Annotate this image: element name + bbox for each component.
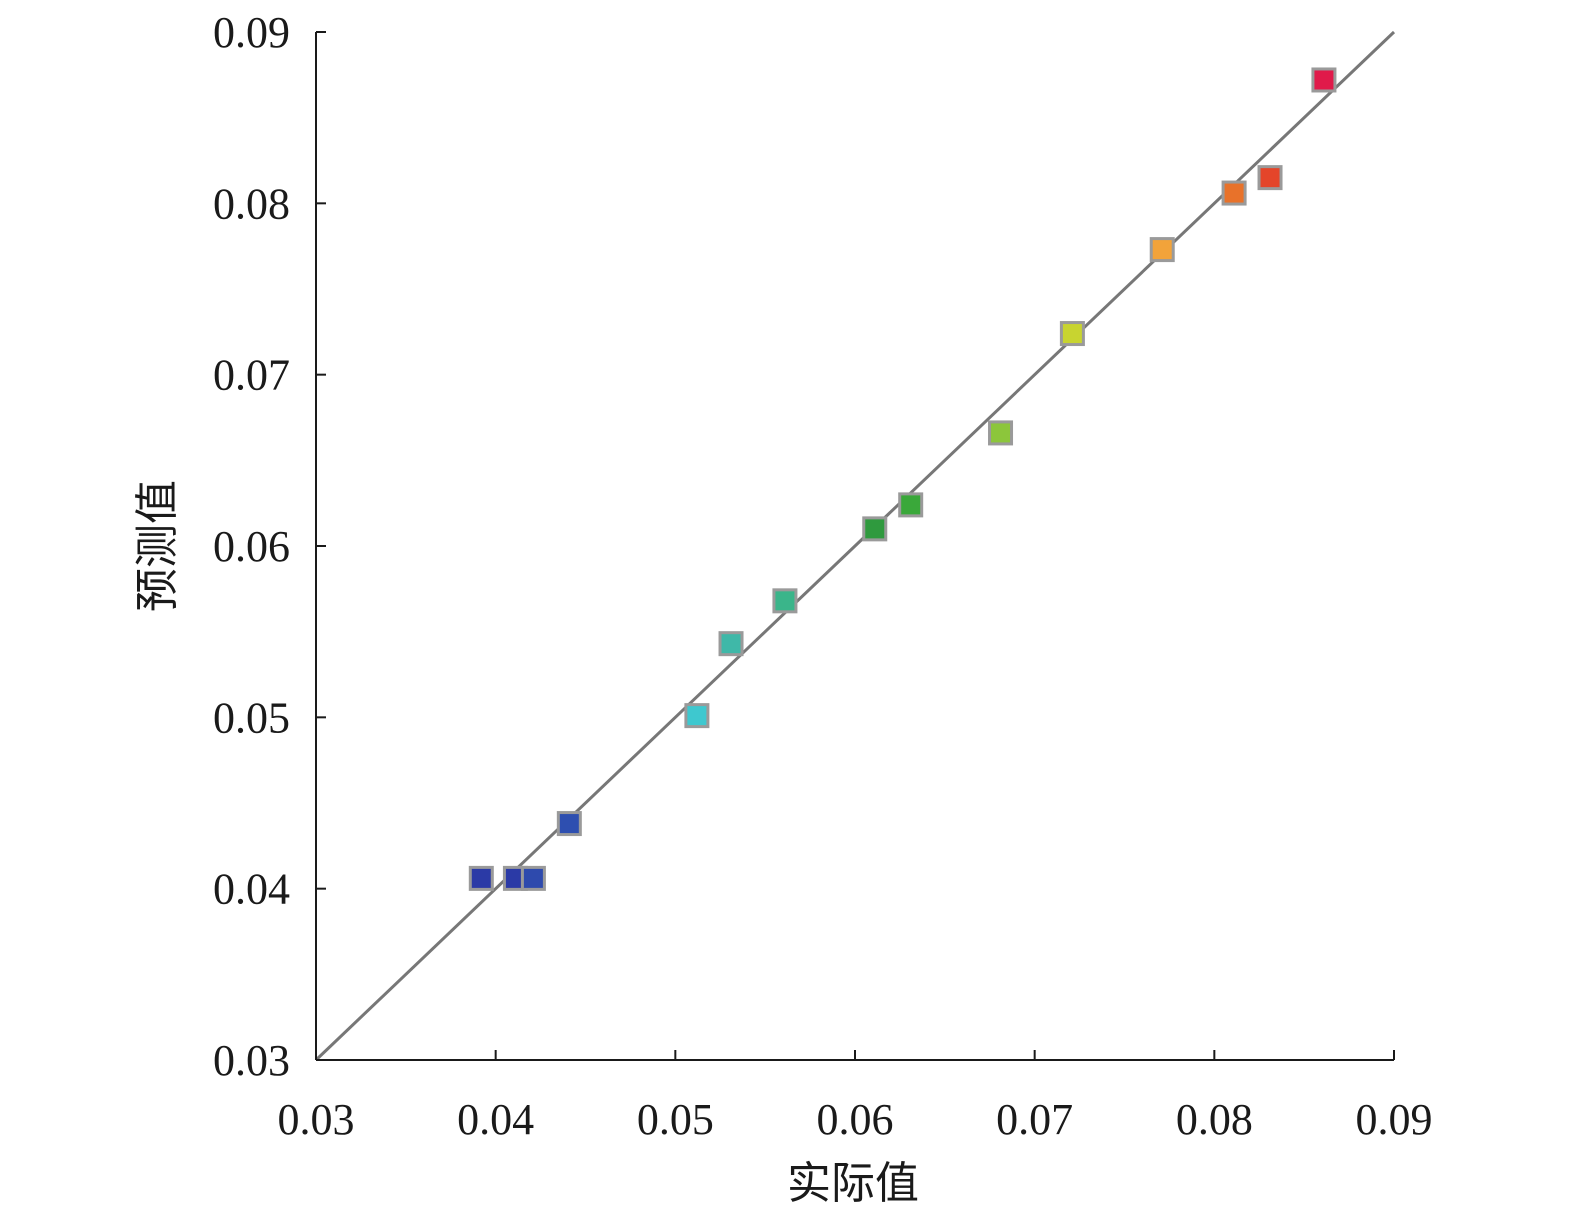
data-points (468, 67, 1337, 891)
y-tick-label: 0.04 (213, 865, 290, 914)
x-tick-label: 0.08 (1176, 1095, 1253, 1144)
data-point (1257, 165, 1283, 191)
x-tick-label: 0.09 (1356, 1095, 1433, 1144)
data-point (1221, 180, 1247, 206)
data-point (1059, 321, 1085, 347)
data-point (772, 588, 798, 614)
x-tick-label: 0.07 (996, 1095, 1073, 1144)
reference-line-layer (314, 30, 1396, 1062)
y-tick-label: 0.06 (213, 522, 290, 571)
y-axis-title: 预测值 (132, 480, 183, 612)
y-tick-label: 0.05 (213, 693, 290, 742)
x-tick-label: 0.06 (817, 1095, 894, 1144)
data-point (1311, 67, 1337, 93)
y-tick-label: 0.09 (213, 8, 290, 57)
ticks: 0.03 0.04 0.05 0.06 0.07 0.08 0.09 0.03 0.04 0.05… (213, 8, 1433, 1144)
y-tick-label: 0.08 (213, 179, 290, 228)
data-point (718, 631, 744, 657)
y-tick-label: 0.07 (213, 351, 290, 400)
data-point (1149, 237, 1175, 263)
data-point (468, 865, 494, 891)
data-point (520, 865, 546, 891)
data-point (988, 420, 1014, 446)
x-tick-label: 0.04 (457, 1095, 534, 1144)
data-point (556, 811, 582, 837)
x-axis-title: 实际值 (787, 1158, 919, 1209)
y-tick-label: 0.03 (213, 1036, 290, 1085)
data-point (684, 703, 710, 729)
x-tick-label: 0.03 (278, 1095, 355, 1144)
data-point (862, 516, 888, 542)
data-point (898, 492, 924, 518)
x-tick-label: 0.05 (637, 1095, 714, 1144)
reference-line (314, 30, 1396, 1062)
